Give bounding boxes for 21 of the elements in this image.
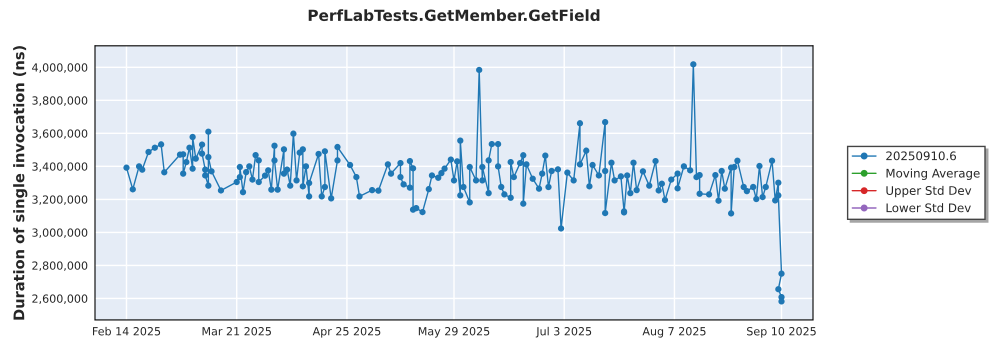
y-tick-label: 3,800,000 bbox=[32, 96, 88, 106]
y-tick-label: 2,600,000 bbox=[32, 294, 88, 304]
x-tick-label: Sep 10 2025 bbox=[747, 327, 816, 338]
x-tick-label: May 29 2025 bbox=[418, 327, 490, 338]
legend-label: 20250910.6 bbox=[886, 151, 956, 160]
x-tick-label: Apr 25 2025 bbox=[312, 327, 380, 338]
x-tick-label: Mar 21 2025 bbox=[202, 327, 271, 336]
x-tick-label: Feb 14 2025 bbox=[93, 326, 160, 336]
chart-title: PerfLabTests.GetMember.GetField bbox=[308, 9, 600, 22]
legend-label: Moving Average bbox=[886, 168, 980, 180]
y-tick-label: 3,200,000 bbox=[32, 195, 88, 205]
y-tick-label: 3,400,000 bbox=[32, 162, 88, 172]
y-tick-label: 2,800,000 bbox=[32, 261, 88, 271]
y-axis-title: Duration of single invocation (ns) bbox=[13, 46, 28, 320]
x-tick-label: Jul 3 2025 bbox=[536, 326, 592, 338]
legend-label: Lower Std Dev bbox=[886, 203, 971, 212]
legend-label: Upper Std Dev bbox=[886, 186, 972, 198]
y-tick-label: 4,000,000 bbox=[32, 63, 88, 73]
y-tick-label: 3,000,000 bbox=[32, 228, 88, 238]
y-tick-label: 3,600,000 bbox=[32, 129, 88, 139]
x-tick-label: Aug 7 2025 bbox=[642, 327, 706, 338]
